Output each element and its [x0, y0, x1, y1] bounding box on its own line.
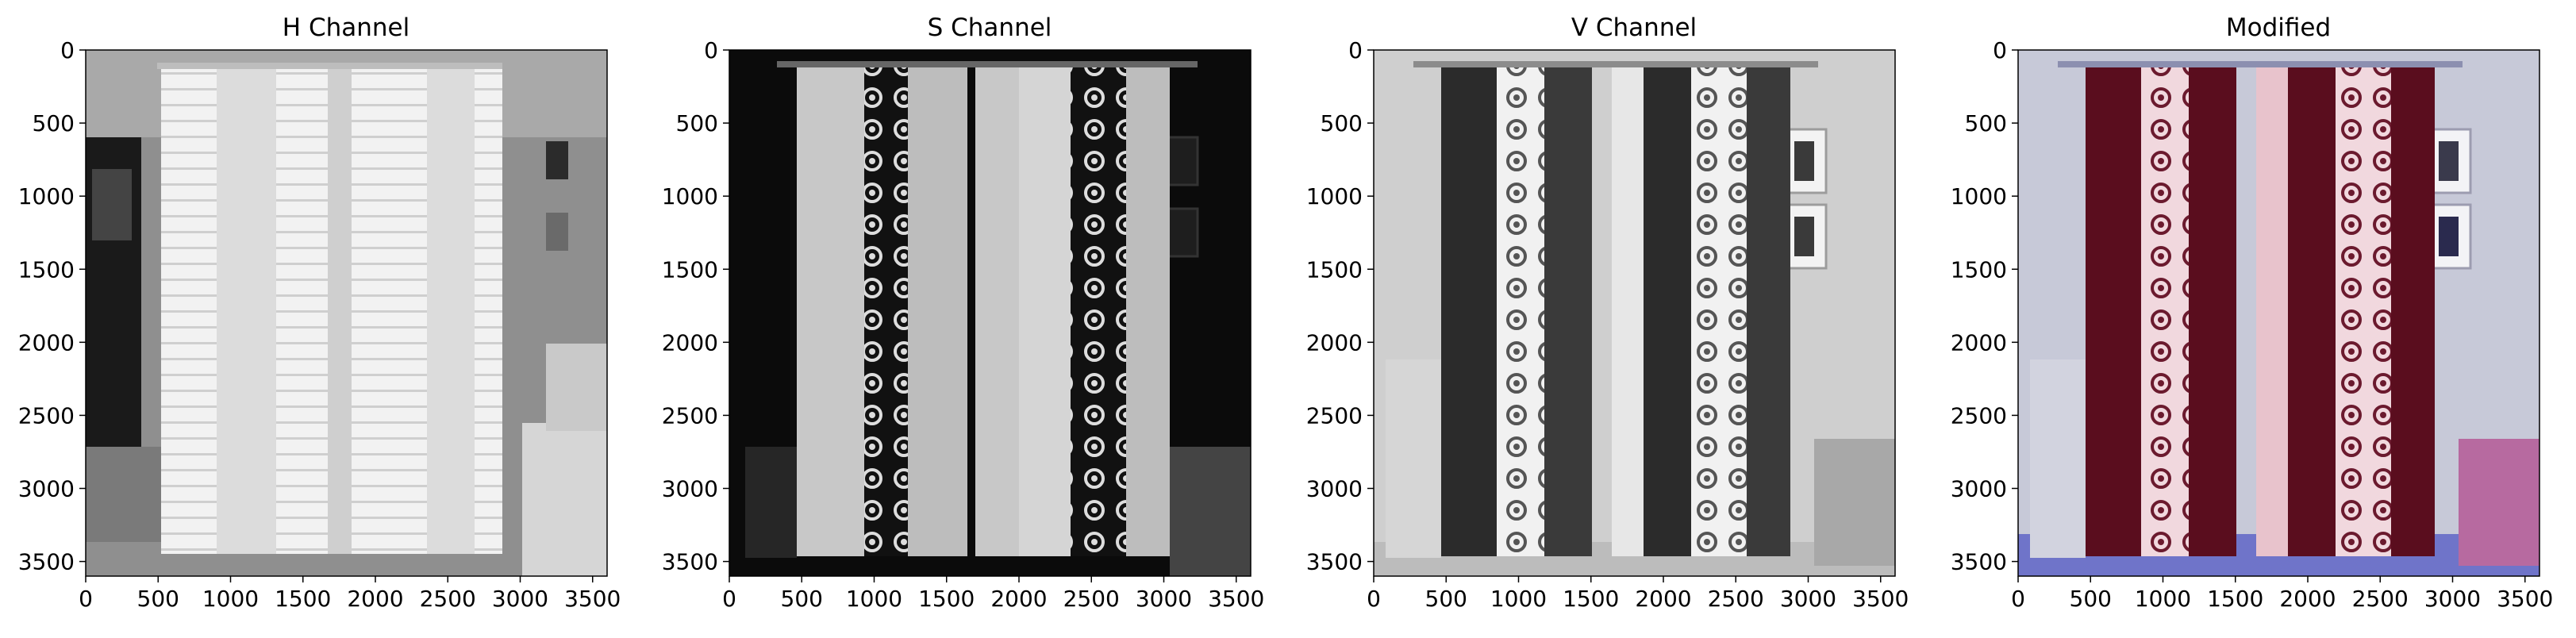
- y-tick-label: 0: [60, 37, 75, 63]
- y-tick-label: 3000: [18, 476, 75, 502]
- x-tick-label: 500: [137, 586, 179, 612]
- y-tick-label: 2500: [18, 402, 75, 429]
- x-tick-label: 0: [1367, 586, 1381, 612]
- panel-v-channel: V Channel 0 500 1000 1500 2000 2500 3000 3500 0…: [1306, 13, 1909, 612]
- y-tick-label: 3500: [18, 549, 75, 575]
- axes-frame: [85, 49, 608, 577]
- x-tick-label: 2000: [1635, 586, 1691, 612]
- y-tick-label: 1000: [18, 183, 75, 209]
- x-tick-label: 0: [79, 586, 93, 612]
- panel-title: V Channel: [1571, 13, 1697, 42]
- y-tick-label: 2000: [662, 329, 718, 356]
- x-tick-label: 3500: [564, 586, 621, 612]
- x-tick-label: 3000: [1780, 586, 1836, 612]
- y-tick-label: 500: [676, 110, 718, 136]
- y-tick-label: 2500: [1306, 402, 1363, 429]
- y-tick-label: 2000: [1306, 329, 1363, 356]
- panel-title: S Channel: [928, 13, 1052, 42]
- x-tick-label: 2500: [1063, 586, 1120, 612]
- x-tick-label: 1500: [918, 586, 975, 612]
- panel-s-channel: S Channel 0 500 1000 1500 2000 2500 3000 3500 0…: [662, 13, 1265, 612]
- axes-frame: [1373, 49, 1896, 577]
- y-tick-label: 0: [1993, 37, 2007, 63]
- y-tick-label: 2500: [1951, 402, 2007, 429]
- x-tick-label: 3500: [2497, 586, 2553, 612]
- image-modified: [2018, 50, 2539, 576]
- x-tick-label: 3000: [492, 586, 548, 612]
- y-tick-label: 2000: [18, 329, 75, 356]
- y-tick-label: 3500: [662, 549, 718, 575]
- y-axis: 0 500 1000 1500 2000 2500 3000 3500: [1306, 37, 1374, 575]
- x-tick-label: 0: [2011, 586, 2025, 612]
- panel-modified: Modified 0 500 1000 1500 2000 2500 3000 3500 0 5…: [1951, 13, 2554, 612]
- x-tick-label: 1500: [275, 586, 331, 612]
- y-tick-label: 2500: [662, 402, 718, 429]
- y-tick-label: 3000: [662, 476, 718, 502]
- y-tick-label: 3000: [1951, 476, 2007, 502]
- x-tick-label: 1500: [1563, 586, 1619, 612]
- x-tick-label: 2500: [420, 586, 476, 612]
- x-tick-label: 2500: [2352, 586, 2409, 612]
- x-tick-label: 2000: [2279, 586, 2336, 612]
- x-tick-label: 1000: [846, 586, 902, 612]
- y-tick-label: 0: [704, 37, 718, 63]
- y-tick-label: 1500: [1306, 256, 1363, 282]
- x-tick-label: 3500: [1208, 586, 1264, 612]
- x-axis: 0 500 1000 1500 2000 2500 3000 3500: [722, 576, 1264, 612]
- y-axis: 0 500 1000 1500 2000 2500 3000 3500: [18, 37, 86, 575]
- image-hue: [86, 50, 607, 576]
- x-tick-label: 500: [2070, 586, 2112, 612]
- y-axis: 0 500 1000 1500 2000 2500 3000 3500: [662, 37, 729, 575]
- x-tick-label: 500: [1425, 586, 1467, 612]
- y-tick-label: 1000: [1306, 183, 1363, 209]
- x-axis: 0 500 1000 1500 2000 2500 3000 3500: [1367, 576, 1909, 612]
- y-tick-label: 500: [1321, 110, 1363, 136]
- x-tick-label: 1500: [2207, 586, 2263, 612]
- x-tick-label: 1000: [1490, 586, 1547, 612]
- y-tick-label: 3500: [1306, 549, 1363, 575]
- x-tick-label: 2500: [1708, 586, 1764, 612]
- x-tick-label: 1000: [2135, 586, 2191, 612]
- axes-frame: [2017, 49, 2540, 577]
- y-tick-label: 3500: [1951, 549, 2007, 575]
- panel-h-channel: H Channel 0 500 1000 1500 2000 2500 3000 3500 0…: [18, 13, 621, 612]
- y-tick-label: 2000: [1951, 329, 2007, 356]
- x-axis: 0 500 1000 1500 2000 2500 3000 3500: [2011, 576, 2553, 612]
- x-tick-label: 1000: [202, 586, 259, 612]
- y-tick-label: 0: [1348, 37, 1363, 63]
- image-saturation: [729, 50, 1251, 576]
- y-tick-label: 500: [33, 110, 75, 136]
- axes-frame: [729, 49, 1251, 577]
- y-axis: 0 500 1000 1500 2000 2500 3000 3500: [1951, 37, 2018, 575]
- y-tick-label: 3000: [1306, 476, 1363, 502]
- y-tick-label: 1000: [662, 183, 718, 209]
- x-tick-label: 2000: [347, 586, 403, 612]
- y-tick-label: 1500: [18, 256, 75, 282]
- x-axis: 0 500 1000 1500 2000 2500 3000 3500: [79, 576, 621, 612]
- x-tick-label: 3000: [1136, 586, 1192, 612]
- y-tick-label: 1500: [1951, 256, 2007, 282]
- x-tick-label: 3500: [1852, 586, 1909, 612]
- x-tick-label: 500: [781, 586, 823, 612]
- image-value: [1374, 50, 1895, 576]
- x-tick-label: 3000: [2424, 586, 2481, 612]
- y-tick-label: 1000: [1951, 183, 2007, 209]
- panel-title: H Channel: [283, 13, 409, 42]
- y-tick-label: 500: [1965, 110, 2007, 136]
- x-tick-label: 0: [722, 586, 736, 612]
- y-tick-label: 1500: [662, 256, 718, 282]
- x-tick-label: 2000: [990, 586, 1047, 612]
- panel-title: Modified: [2226, 13, 2331, 42]
